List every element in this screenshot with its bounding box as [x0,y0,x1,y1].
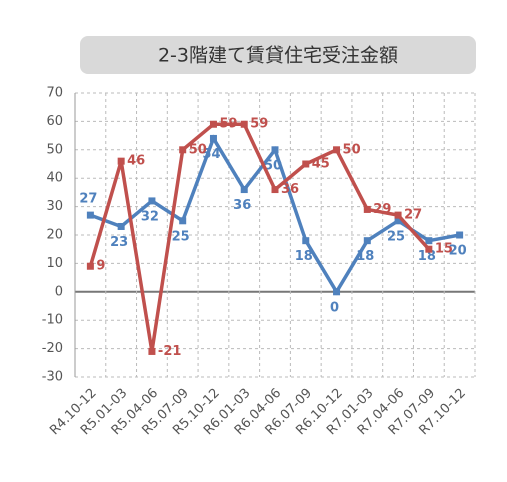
y-tick-label: 50 [46,142,63,157]
data-label: 18 [356,249,374,264]
y-tick-label: -20 [42,341,63,356]
point [240,186,248,194]
data-label: 29 [373,202,391,217]
point [456,231,464,239]
data-label: 25 [387,229,405,244]
point [209,134,217,142]
point [394,217,402,225]
point [333,146,341,154]
data-label: 50 [264,158,282,173]
y-tick-label: 0 [55,284,63,299]
point [302,237,310,245]
point [425,245,433,253]
y-tick-label: 10 [46,256,63,271]
point [86,211,94,219]
y-tick-label: 60 [46,114,63,129]
data-label: 0 [330,300,339,315]
point [117,222,125,230]
point [425,237,433,245]
point [333,288,341,296]
point [148,347,156,355]
y-tick-label: 70 [46,86,63,101]
data-label: 54 [202,147,220,162]
point [179,146,187,154]
data-label: 23 [110,235,128,250]
chart-title: 2-3階建て賃貸住宅受注金額 [158,45,398,67]
point [240,120,248,128]
y-tick-label: 20 [46,228,63,243]
data-label: 27 [79,192,97,207]
y-tick-label: 40 [46,171,63,186]
point [86,262,94,270]
point [363,237,371,245]
data-label: 50 [343,142,361,157]
data-label: -21 [158,344,182,359]
data-label: 15 [435,242,453,257]
data-label: 45 [312,157,330,172]
data-label: 25 [172,229,190,244]
point [117,157,125,165]
point [148,197,156,205]
series-line [88,122,431,352]
data-label: 32 [141,209,159,224]
y-tick-label: 30 [46,199,63,214]
data-label: 59 [250,117,268,132]
point [394,211,402,219]
data-label: 20 [449,244,467,259]
point [271,186,279,194]
data-label: 9 [96,259,105,274]
point [271,146,279,154]
data-label: 36 [281,182,299,197]
data-label: 50 [189,142,207,157]
data-label: 27 [404,208,422,223]
data-label: 18 [418,249,436,264]
data-label: 36 [233,198,251,213]
title-box [80,36,476,74]
point [363,205,371,213]
point [209,120,217,128]
y-tick-label: -30 [42,370,63,385]
data-label: 46 [127,154,145,169]
data-label: 18 [295,249,313,264]
point [179,217,187,225]
y-tick-label: -10 [42,313,63,328]
point [302,160,310,168]
data-label: 59 [219,117,237,132]
